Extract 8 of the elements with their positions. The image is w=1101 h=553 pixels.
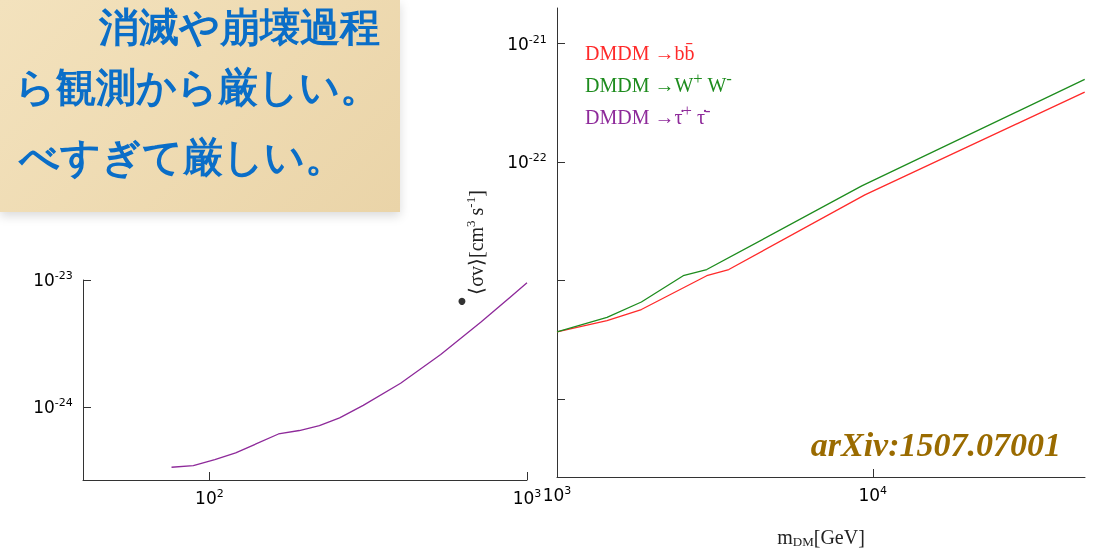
annotation: arXiv:1507.07001: [810, 425, 1062, 463]
text: DMDM →bb̄: [585, 41, 696, 66]
text: べすぎて厳しい。: [19, 133, 345, 182]
y-axis-title: ⟨σv⟩[cm3 s-1]: [463, 190, 487, 295]
text: ら観測から厳しい。: [15, 63, 380, 112]
text: 消滅や崩壊過程: [99, 3, 380, 52]
text: DMDM →τ̇$^{+}$ τ̇$^{-}$: [585, 99, 712, 130]
text: DMDM →W$^{+}$ W$^{-}$: [585, 68, 732, 98]
